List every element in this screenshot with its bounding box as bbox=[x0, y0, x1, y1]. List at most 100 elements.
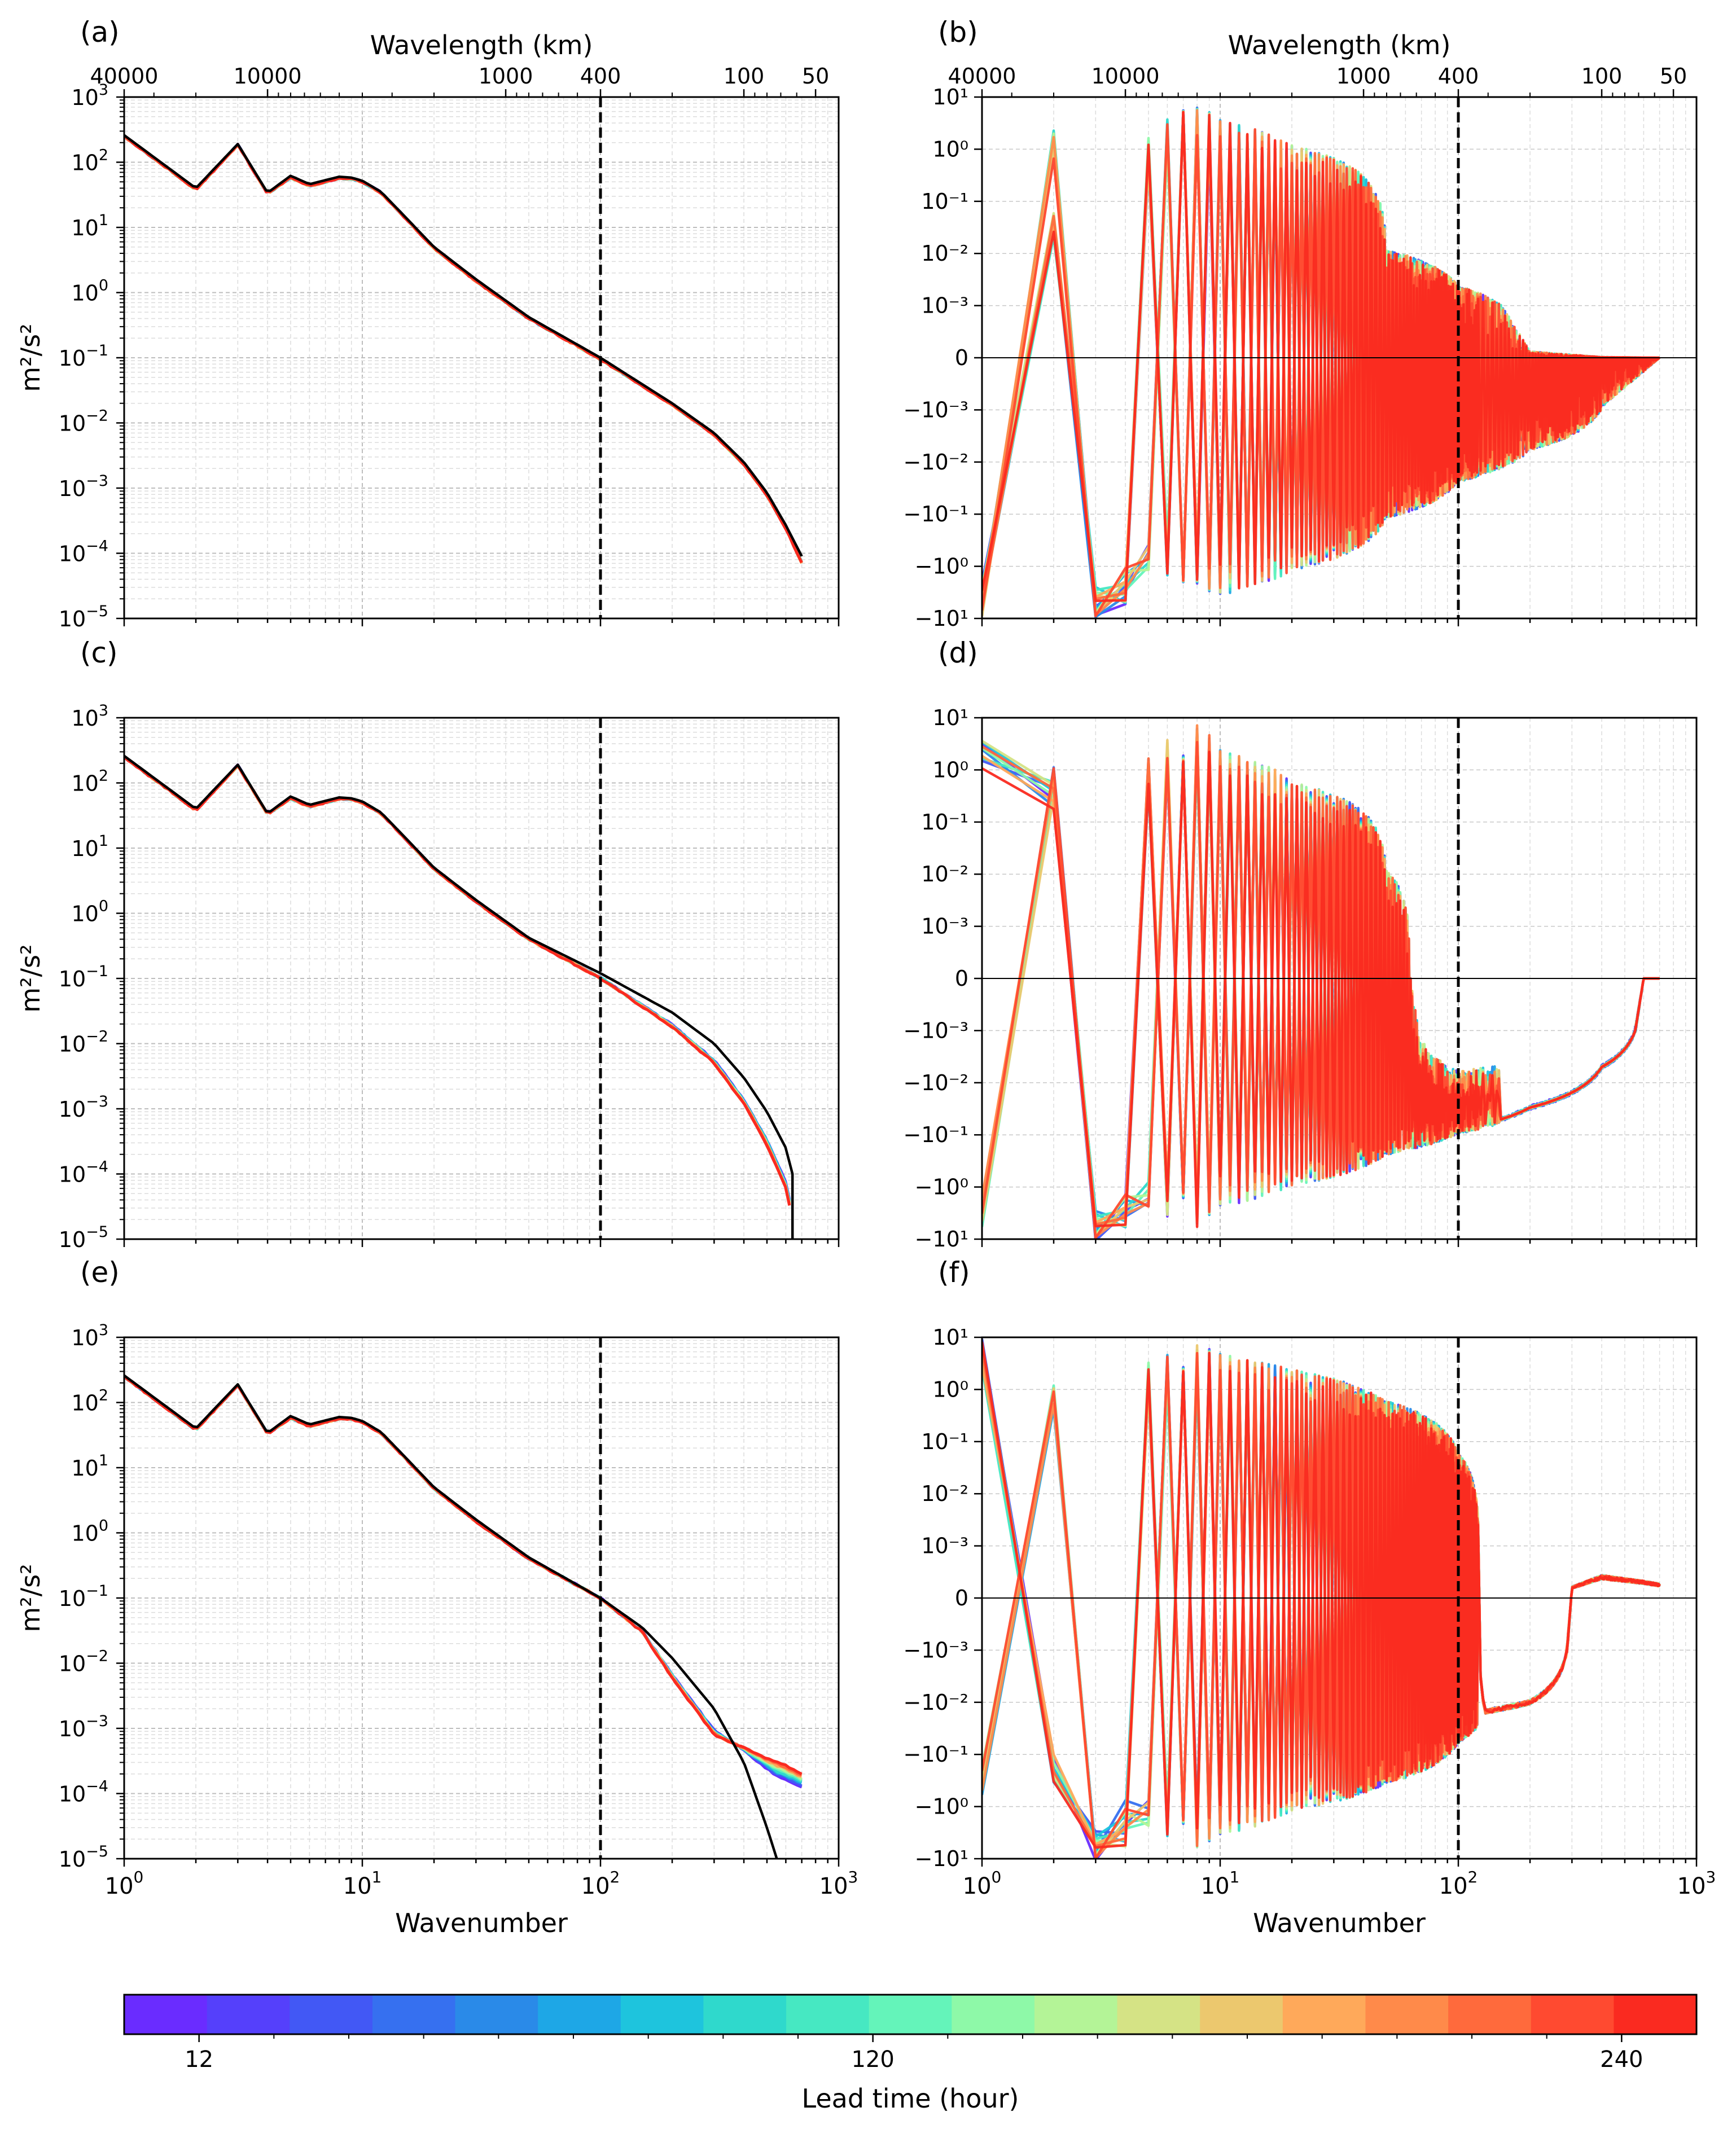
y-tick-exponent: −3 bbox=[86, 1093, 108, 1110]
y-tick-exponent: 0 bbox=[99, 277, 108, 295]
y-tick-label: 10−4 bbox=[59, 1158, 108, 1187]
colorbar-segment bbox=[1448, 1995, 1532, 2034]
panel-f: 100 101 102 103Wavenumber10¹10⁰10⁻¹10⁻²10⁻³… bbox=[904, 1256, 1716, 1938]
x-tick-label: 100 bbox=[963, 1868, 1002, 1899]
y-tick-label: 10⁰ bbox=[932, 1377, 968, 1402]
plot-area bbox=[124, 134, 803, 564]
panel-label: (e) bbox=[80, 1256, 120, 1289]
top-tick-label: 400 bbox=[580, 64, 621, 89]
y-tick-exponent: −2 bbox=[86, 407, 108, 425]
y-tick-label: 0 bbox=[955, 1586, 968, 1610]
y-tick-label: 10¹ bbox=[932, 705, 968, 730]
colorbar-tick-label: 12 bbox=[185, 2047, 213, 2073]
y-tick-exponent: 0 bbox=[99, 898, 108, 915]
y-tick-label: −10⁻¹ bbox=[904, 1742, 968, 1767]
colorbar-segment bbox=[290, 1995, 373, 2034]
colorbar-segment bbox=[703, 1995, 787, 2034]
y-tick-label: 10¹ bbox=[932, 1325, 968, 1350]
y-tick-label: 101 bbox=[71, 212, 108, 240]
colorbar-segment bbox=[786, 1995, 870, 2034]
y-tick-label: −10¹ bbox=[915, 606, 968, 631]
colorbar-segment bbox=[1531, 1995, 1615, 2034]
y-tick-exponent: 3 bbox=[99, 702, 108, 719]
y-tick-label: 100 bbox=[71, 898, 108, 927]
colorbar-segment bbox=[952, 1995, 1035, 2034]
colorbar-tick-label: 120 bbox=[851, 2047, 894, 2073]
y-tick-label: 10−2 bbox=[59, 1648, 108, 1676]
colorbar-segment bbox=[455, 1995, 539, 2034]
y-tick-exponent: −1 bbox=[86, 1582, 108, 1600]
y-axis-title: m²/s² bbox=[15, 323, 46, 392]
y-tick-exponent: −2 bbox=[86, 1648, 108, 1665]
top-tick-label: 400 bbox=[1438, 64, 1479, 89]
y-tick-label: 10−4 bbox=[59, 538, 108, 567]
top-tick-label: 40000 bbox=[948, 64, 1016, 89]
colorbar-segment bbox=[869, 1995, 953, 2034]
y-tick-label: −10⁻² bbox=[904, 450, 968, 475]
x-tick-exponent: 0 bbox=[992, 1868, 1002, 1886]
y-tick-label: 10−2 bbox=[59, 1028, 108, 1057]
colorbar-segment bbox=[372, 1995, 456, 2034]
x-tick-exponent: 3 bbox=[848, 1868, 858, 1886]
top-tick-label: 100 bbox=[724, 64, 765, 89]
panel-label: (a) bbox=[80, 16, 120, 49]
y-tick-label: 10⁻³ bbox=[921, 293, 968, 318]
y-tick-label: −10¹ bbox=[915, 1227, 968, 1252]
y-tick-label: −10⁰ bbox=[915, 1794, 968, 1819]
y-tick-label: 10−1 bbox=[59, 1582, 108, 1611]
plot-area bbox=[982, 106, 1661, 618]
colorbar-segment bbox=[538, 1995, 621, 2034]
y-tick-label: 0 bbox=[955, 966, 968, 991]
y-tick-label: 10⁰ bbox=[932, 137, 968, 161]
y-tick-label: 10⁰ bbox=[932, 757, 968, 782]
colorbar-title: Lead time (hour) bbox=[802, 2083, 1019, 2114]
reference-series-line bbox=[124, 134, 803, 558]
colorbar-segment bbox=[1200, 1995, 1283, 2034]
y-tick-label: −10⁰ bbox=[915, 1175, 968, 1200]
y-tick-label: 10⁻³ bbox=[921, 914, 968, 939]
y-tick-exponent: −4 bbox=[86, 538, 108, 555]
colorbar-tick-label: 240 bbox=[1600, 2047, 1643, 2073]
x-axis-title: Wavenumber bbox=[1253, 1908, 1426, 1938]
x-tick-exponent: 1 bbox=[1230, 1868, 1240, 1886]
plot-area bbox=[982, 1338, 1661, 1859]
colorbar-segment bbox=[1117, 1995, 1201, 2034]
y-tick-label: 0 bbox=[955, 345, 968, 370]
colorbar: 12 120 240 Lead time (hour) bbox=[123, 1994, 1698, 2114]
x-tick-label: 101 bbox=[343, 1868, 382, 1899]
x-tick-exponent: 1 bbox=[372, 1868, 382, 1886]
y-tick-exponent: −5 bbox=[86, 603, 108, 620]
top-tick-label: 50 bbox=[802, 64, 829, 89]
y-tick-exponent: −3 bbox=[86, 1713, 108, 1730]
y-tick-exponent: −2 bbox=[86, 1028, 108, 1046]
y-tick-label: −10⁻² bbox=[904, 1690, 968, 1715]
x-tick-label: 103 bbox=[1677, 1868, 1716, 1899]
y-tick-exponent: 1 bbox=[99, 832, 108, 850]
y-tick-exponent: −1 bbox=[86, 342, 108, 359]
y-tick-exponent: −1 bbox=[86, 963, 108, 980]
y-tick-exponent: 1 bbox=[99, 212, 108, 229]
difference-series-line bbox=[982, 111, 1661, 602]
y-axis-title: m²/s² bbox=[15, 944, 46, 1012]
y-tick-exponent: 1 bbox=[99, 1452, 108, 1469]
y-tick-label: −10⁻² bbox=[904, 1070, 968, 1095]
y-tick-exponent: 0 bbox=[99, 1517, 108, 1535]
top-tick-label: 10000 bbox=[234, 64, 302, 89]
y-tick-exponent: 2 bbox=[99, 1387, 108, 1404]
colorbar-segment bbox=[1365, 1995, 1449, 2034]
y-tick-exponent: −5 bbox=[86, 1223, 108, 1241]
top-tick-label: 40000 bbox=[90, 64, 159, 89]
colorbar-segment bbox=[1034, 1995, 1118, 2034]
x-tick-exponent: 0 bbox=[134, 1868, 144, 1886]
y-tick-label: 10⁻² bbox=[921, 1481, 968, 1506]
colorbar-segment bbox=[620, 1995, 704, 2034]
y-tick-label: −10⁻³ bbox=[904, 1638, 968, 1662]
y-tick-label: 10⁻² bbox=[921, 862, 968, 886]
plot-area bbox=[124, 754, 794, 1239]
x-tick-exponent: 2 bbox=[610, 1868, 620, 1886]
colorbar-frame bbox=[123, 1994, 1698, 2035]
y-tick-exponent: 3 bbox=[99, 1322, 108, 1339]
